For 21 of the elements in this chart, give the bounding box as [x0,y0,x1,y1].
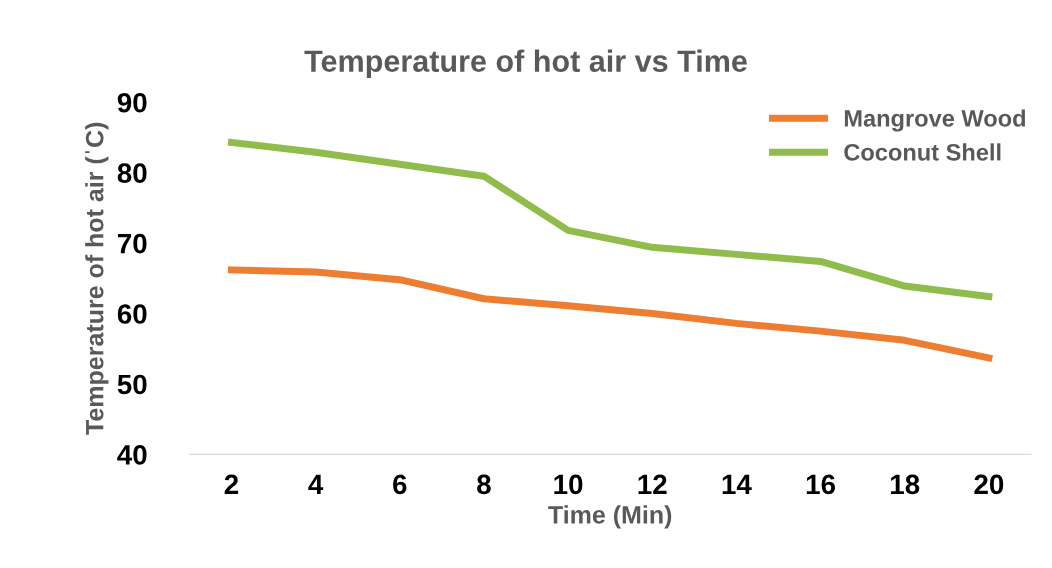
y-axis-title: Temperature of hot air (ˈC) [85,122,109,435]
y-tick-label: 50 [117,374,147,395]
x-tick-label: 12 [638,474,667,494]
x-tick-label: 8 [477,474,491,495]
x-tick-label: 6 [393,474,407,495]
chart-title: Temperature of hot air vs Time [304,49,747,79]
y-tick-label: 40 [117,445,147,465]
legend-label: Mangrove Wood [844,109,1025,132]
y-tick-label: 80 [117,163,147,184]
x-tick-label: 20 [974,474,1004,495]
y-tick-label: 90 [117,92,147,113]
y-tick-label: 60 [117,304,147,324]
x-tick-label: 16 [806,474,836,495]
x-tick-label: 18 [891,474,920,495]
legend-label: Coconut Shell [844,143,1001,161]
x-tick-label: 14 [722,474,752,494]
x-tick-label: 4 [308,474,324,494]
x-axis-title: Time (Min) [548,505,672,529]
x-tick-label: 2 [224,474,239,494]
x-tick-label: 10 [554,474,583,495]
y-tick-label: 70 [117,233,147,254]
